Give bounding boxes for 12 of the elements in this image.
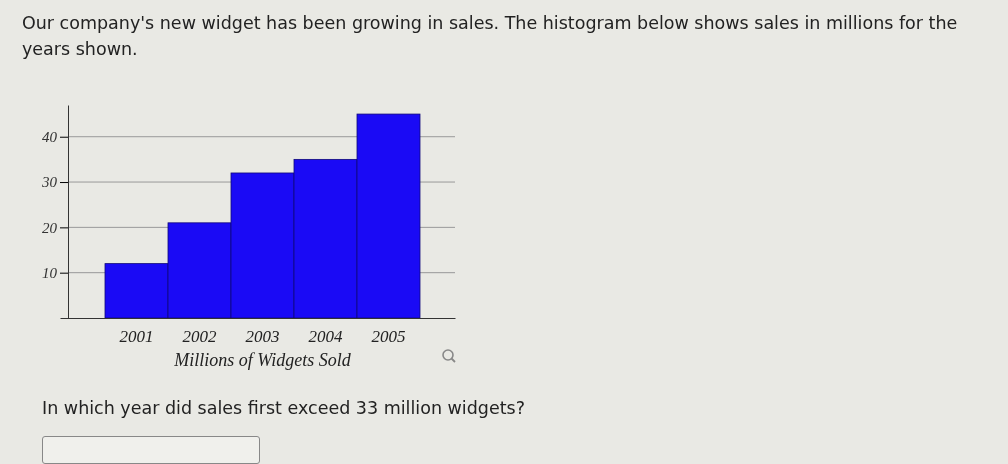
x-tick-label: 2004 [308, 327, 343, 347]
x-tick-label: 2002 [182, 327, 217, 347]
y-tick-label: 30 [41, 174, 58, 191]
text: In which year did sales first exceed 33 million widgets? [42, 398, 525, 418]
y-tick-label: 40 [42, 129, 58, 146]
y-tick-label: 10 [42, 264, 58, 281]
x-tick-label: 2001 [119, 327, 154, 347]
x-tick-label: 2005 [371, 327, 406, 347]
y-tick-label: 20 [42, 219, 58, 236]
x-axis-title: Millions of Widgets Sold [173, 350, 352, 370]
chart-title: Our company's new widget has been growing in sales. The histogram below shows sales in millions for the years shown. [22, 12, 959, 61]
x-tick-label: 2003 [245, 327, 280, 347]
